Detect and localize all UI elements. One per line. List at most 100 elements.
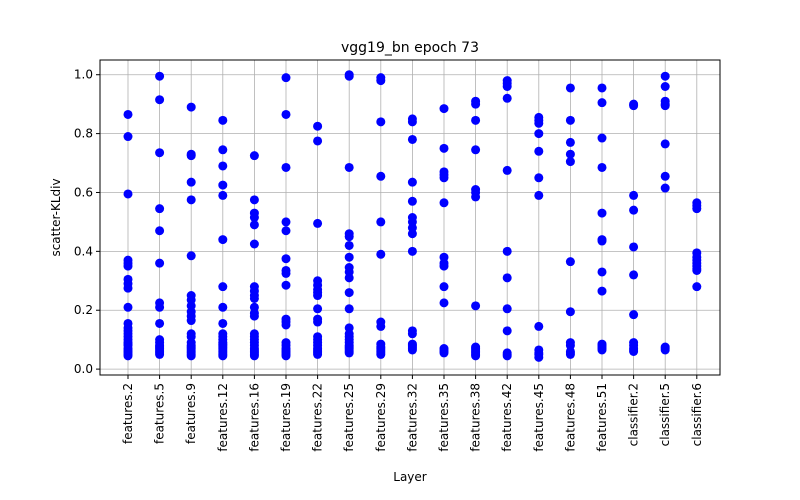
data-point [155,148,165,158]
data-point [439,282,449,292]
data-point [597,208,607,218]
data-point [186,102,196,112]
data-point [439,173,449,183]
data-point [249,220,259,230]
data-point [249,351,259,361]
data-point [249,293,259,303]
data-point [692,282,702,292]
data-point [629,190,639,200]
data-point [502,81,512,91]
data-point [692,265,702,275]
data-point [281,217,291,227]
data-point [313,349,323,359]
data-point [186,351,196,361]
data-point [186,195,196,205]
data-point [407,134,417,144]
y-tick-label: 0.4 [74,244,93,258]
data-point [597,345,607,355]
y-tick-label: 0.8 [74,127,93,141]
x-tick-label: features.22 [311,383,325,452]
data-point [123,132,133,142]
data-point [439,348,449,358]
x-axis-label: Layer [393,470,427,484]
data-point [629,270,639,280]
x-tick-label: classifier.2 [627,383,641,446]
data-point [344,252,354,262]
data-point [281,280,291,290]
x-tick-label: features.25 [342,383,356,452]
data-points [123,70,702,362]
data-point [376,117,386,127]
data-point [249,213,259,222]
data-point [155,71,165,81]
data-point [407,345,417,355]
data-point [502,326,512,336]
data-point [376,171,386,181]
x-tick-label: features.45 [532,383,546,452]
data-point [407,117,417,127]
data-point [281,109,291,119]
data-point [692,204,702,214]
data-point [218,190,228,200]
x-tick-label: features.29 [374,383,388,452]
x-tick-label: features.48 [563,383,577,452]
data-point [407,196,417,206]
x-tick-label: features.51 [595,383,609,452]
data-point [376,76,386,86]
data-point [123,261,133,271]
data-point [502,246,512,256]
data-point [629,242,639,252]
x-tick-label: features.35 [437,383,451,452]
y-tick-label: 1.0 [74,68,93,82]
data-point [123,351,133,361]
data-point [281,73,291,83]
data-point [313,291,323,301]
data-point [344,348,354,358]
data-point [660,183,670,193]
data-point [249,195,259,205]
x-tick-label: features.5 [153,383,167,444]
data-point [471,192,481,202]
data-point [344,232,354,242]
y-axis-ticks: 0.0 0.2 0.4 0.6 0.8 1.0 [74,68,100,376]
data-point [502,93,512,103]
data-point [249,311,259,321]
x-tick-label: classifier.5 [658,383,672,446]
chart-title: vgg19_bn epoch 73 [341,40,479,56]
x-tick-label: features.32 [405,383,419,452]
data-point [629,310,639,320]
data-point [534,129,544,139]
y-tick-label: 0.2 [74,303,93,317]
data-point [313,317,323,327]
data-point [471,145,481,155]
data-point [344,304,354,314]
data-point [281,226,291,236]
data-point [439,198,449,208]
data-point [344,71,354,81]
data-point [439,298,449,308]
data-point [218,115,228,125]
data-point [281,268,291,278]
data-point [565,83,575,93]
data-point [344,240,354,250]
data-point [123,283,133,293]
data-point [218,145,228,155]
data-point [313,304,323,314]
data-point [186,151,196,161]
x-tick-label: features.12 [216,383,230,452]
data-point [597,83,607,93]
data-point [502,304,512,314]
data-point [565,157,575,167]
data-point [565,307,575,317]
data-point [218,235,228,245]
data-point [502,165,512,175]
data-point [534,173,544,183]
data-point [534,321,544,331]
x-tick-label: features.2 [121,383,135,444]
data-point [155,226,165,236]
data-point [186,177,196,187]
data-point [376,217,386,227]
data-point [565,349,575,359]
plot-frame [99,59,721,376]
